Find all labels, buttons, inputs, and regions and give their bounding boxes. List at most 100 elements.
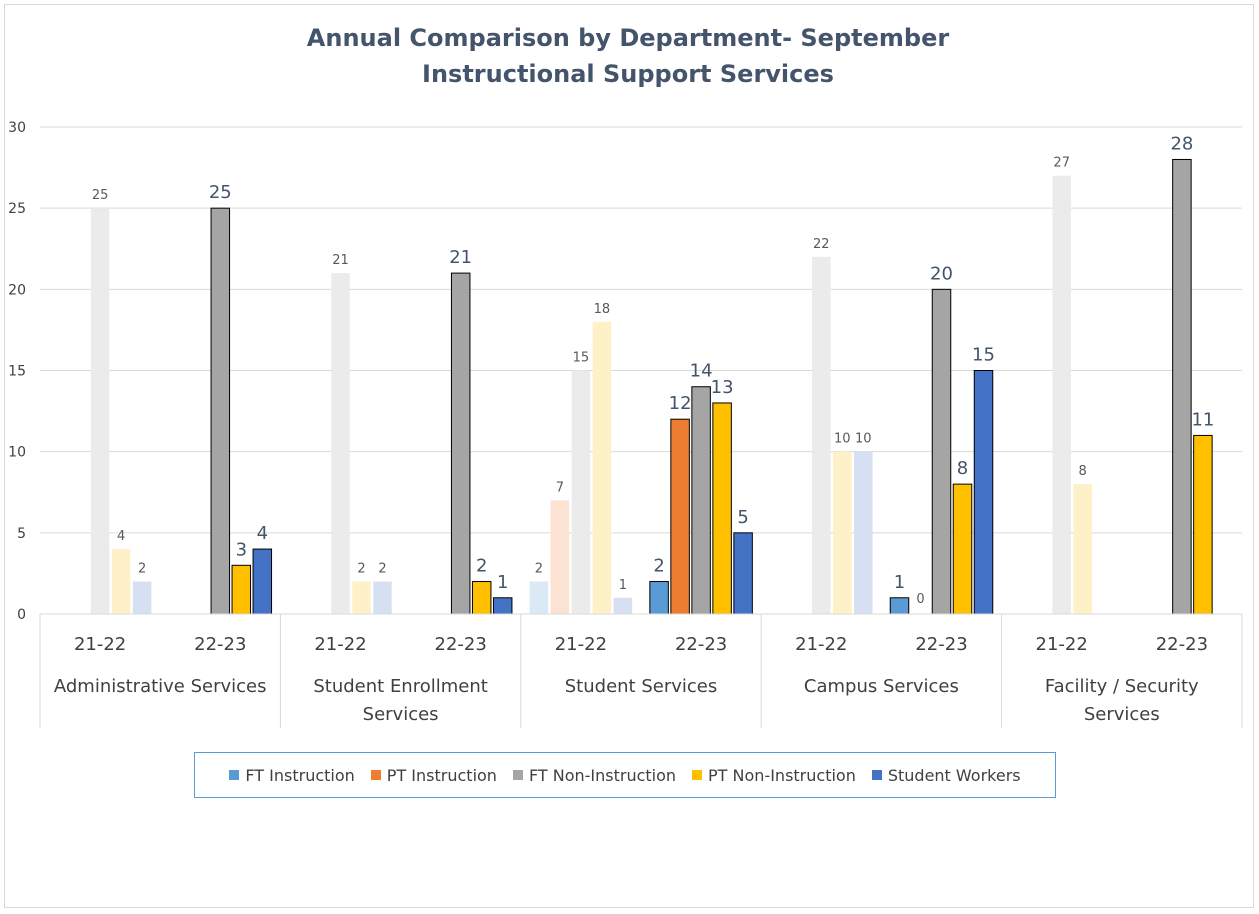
group-label: Administrative Services: [54, 676, 267, 697]
data-label: 20: [930, 263, 953, 284]
y-tick-label: 30: [8, 120, 26, 136]
x-tick-label: 22-23: [1156, 634, 1208, 655]
data-label: 13: [711, 377, 734, 398]
bar-pt-non-instruction-8: [1073, 484, 1092, 614]
bar-pt-instruction-4: [550, 500, 570, 614]
bars: [90, 158, 1213, 615]
data-label: 1: [894, 572, 905, 593]
data-label: 25: [209, 182, 232, 203]
data-label: 12: [669, 393, 692, 414]
legend-label: FT Instruction: [245, 765, 355, 785]
bar-ft-non-instruction-9: [1172, 158, 1192, 615]
x-tick-label: 21-22: [1036, 634, 1088, 655]
data-label: 2: [653, 556, 664, 577]
bar-ft-instruction-7: [889, 597, 910, 615]
group-label: Student Enrollment Services: [313, 676, 487, 725]
bar-pt-non-instruction-3: [471, 581, 492, 615]
data-label: 3: [236, 539, 247, 560]
legend-swatch: [871, 770, 882, 780]
legend-swatch: [229, 770, 240, 780]
x-tick-label: 22-23: [915, 634, 967, 655]
bar-ft-instruction-5: [649, 581, 669, 615]
legend-label: FT Non-Instruction: [528, 765, 677, 785]
bar-student-workers-6: [854, 451, 873, 614]
x-tick-label: 22-23: [675, 634, 727, 655]
bar-ft-non-instruction-5: [691, 386, 711, 615]
bar-pt-non-instruction-0: [111, 549, 131, 614]
legend-label: Student Workers: [887, 765, 1021, 785]
data-label: 21: [332, 253, 349, 268]
y-tick-label: 25: [8, 201, 26, 217]
data-label: 2: [535, 562, 543, 577]
bar-pt-non-instruction-4: [592, 321, 612, 614]
bar-pt-non-instruction-6: [833, 451, 852, 614]
data-label: 2: [357, 562, 365, 577]
legend-swatch: [370, 770, 381, 780]
x-tick-label: 21-22: [74, 634, 126, 655]
bar-student-workers-1: [252, 548, 273, 615]
data-label: 11: [1191, 409, 1214, 430]
y-tick-label: 15: [8, 364, 26, 380]
bar-pt-non-instruction-1: [231, 564, 252, 615]
data-label: 2: [476, 556, 487, 577]
y-tick-label: 5: [17, 526, 26, 542]
data-label: 7: [556, 480, 564, 495]
data-label: 10: [855, 432, 872, 447]
data-label: 2: [378, 562, 386, 577]
group-label: Student Services: [565, 676, 717, 697]
legend-label: PT Instruction: [386, 765, 497, 785]
legend: FT Instruction PT Instruction FT Non-Instr…: [194, 752, 1056, 798]
bar-student-workers-4: [613, 597, 633, 614]
bar-ft-non-instruction-4: [571, 370, 591, 614]
data-label: 8: [957, 458, 968, 479]
data-label: 5: [737, 507, 748, 528]
chart-title: Annual Comparison by Department- Septemb…: [307, 24, 950, 52]
data-label: 27: [1053, 156, 1070, 171]
data-label: 28: [1170, 133, 1193, 154]
legend-item-pt-non-instruction: PT Non-Instruction: [692, 766, 856, 785]
x-tick-label: 21-22: [314, 634, 366, 655]
bar-ft-non-instruction-3: [450, 272, 471, 615]
chart-subtitle: Instructional Support Services: [422, 60, 834, 88]
bar-pt-non-instruction-2: [352, 581, 371, 614]
bar-ft-non-instruction-8: [1052, 175, 1071, 614]
data-label: 22: [813, 237, 830, 252]
bar-pt-non-instruction-7: [952, 483, 973, 615]
x-tick-label: 21-22: [555, 634, 607, 655]
data-label: 1: [619, 578, 627, 593]
legend-swatch: [512, 770, 523, 780]
x-axis: 21-22 22-23 21-22 22-23 21-22 22-23 21-22 22-23…: [39, 613, 1243, 728]
data-label: 14: [690, 361, 713, 382]
data-label: 8: [1079, 464, 1087, 479]
legend-item-ft-instruction: FT Instruction: [229, 765, 355, 785]
x-tick-label: 22-23: [194, 634, 246, 655]
bar-pt-non-instruction-5: [712, 402, 732, 615]
bar-student-workers-5: [733, 532, 753, 615]
legend-swatch: [692, 770, 703, 780]
data-label: 10: [834, 432, 851, 447]
bar-pt-instruction-5: [670, 418, 690, 615]
bar-ft-non-instruction-0: [90, 208, 110, 614]
legend-item-ft-non-instruction: FT Non-Instruction: [512, 765, 677, 785]
bar-pt-non-instruction-9: [1193, 434, 1213, 615]
bar-ft-non-instruction-6: [812, 256, 831, 614]
data-label: 25: [92, 188, 109, 203]
legend-label: PT Non-Instruction: [708, 765, 856, 785]
group-label: Campus Services: [804, 676, 959, 697]
data-label: 15: [972, 345, 995, 366]
bar-ft-non-instruction-7: [931, 288, 952, 615]
y-tick-label: 10: [8, 445, 26, 461]
x-tick-label: 21-22: [795, 634, 847, 655]
data-label: 18: [594, 302, 611, 317]
data-label: 1: [497, 572, 508, 593]
legend-item-student-workers: Student Workers: [871, 765, 1021, 785]
y-tick-label: 20: [8, 282, 26, 298]
bar-ft-instruction-4: [529, 581, 549, 614]
x-tick-label: 22-23: [435, 634, 487, 655]
bar-student-workers-3: [492, 597, 513, 615]
legend-item-pt-instruction: PT Instruction: [370, 765, 497, 785]
bar-student-workers-0: [132, 581, 152, 614]
data-label-zero: 0: [916, 592, 924, 607]
